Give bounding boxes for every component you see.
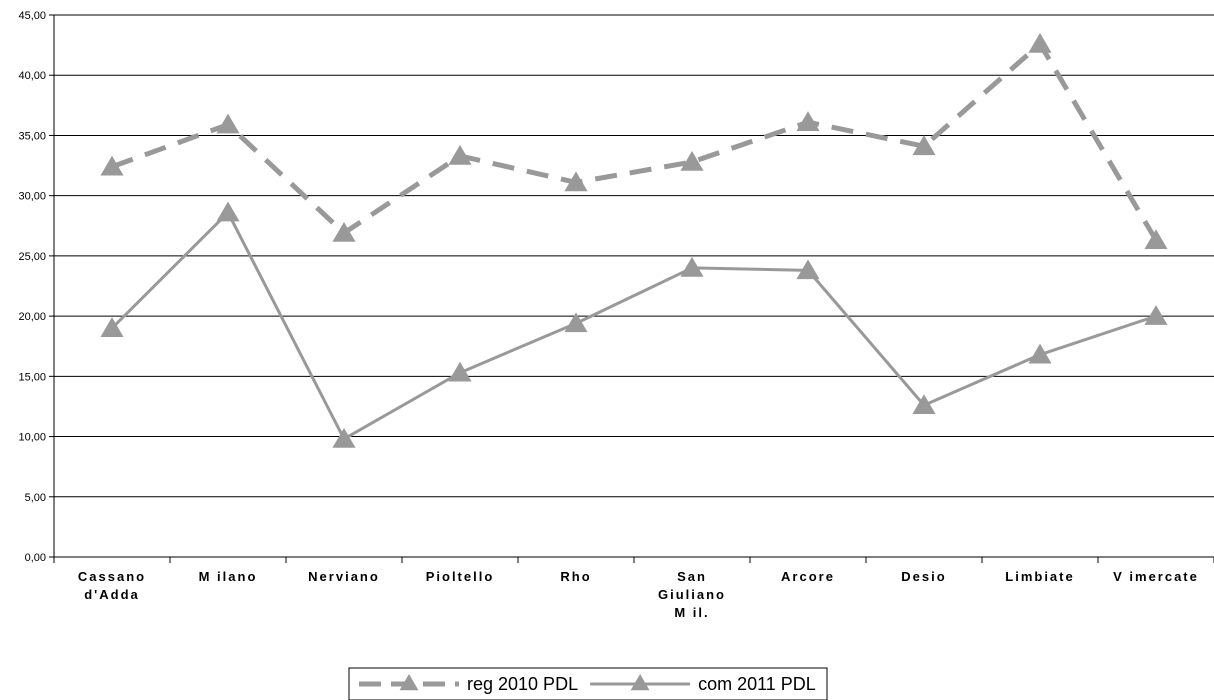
- data-point-marker: [1144, 229, 1168, 250]
- legend-swatch-marker: [630, 674, 650, 691]
- data-point-marker: [564, 171, 588, 192]
- x-tick-label: Pioltello: [426, 569, 495, 584]
- legend-swatch-marker: [399, 674, 419, 691]
- y-tick-label: 15,00: [18, 371, 46, 383]
- y-tick-labels: 0,00 5,00 10,00 15,00 20,00 25,00 30,00 35,00 40…: [18, 10, 46, 564]
- series-line-0: [111, 41, 1159, 242]
- data-point-marker: [448, 361, 472, 382]
- data-point-marker: [1028, 343, 1052, 364]
- data-point-marker: [680, 256, 704, 277]
- y-tick-label: 5,00: [25, 492, 46, 504]
- x-tick-label: San Giuliano M il.: [658, 569, 726, 620]
- y-tick-label: 10,00: [18, 432, 46, 444]
- x-tick-label: Cassano d'Adda: [78, 569, 146, 602]
- gridlines: [54, 14, 1214, 498]
- series-line-1: [110, 211, 1157, 441]
- x-tick-label: Desio: [901, 569, 946, 584]
- y-tick-label: 30,00: [18, 191, 46, 203]
- legend: reg 2010 PDL com 2011 PDL: [348, 667, 828, 700]
- y-tick-label: 40,00: [18, 70, 46, 82]
- data-point-marker: [1144, 305, 1168, 325]
- y-tick-label: 0,00: [25, 552, 46, 564]
- y-tick-label: 45,00: [18, 10, 46, 22]
- data-point-marker: [332, 222, 356, 242]
- data-point-marker: [1028, 32, 1052, 53]
- data-point-marker: [216, 113, 240, 134]
- x-tick-label: Limbiate: [1005, 569, 1074, 584]
- series-layer: [100, 32, 1168, 448]
- x-tick-label: Nerviano: [308, 569, 380, 584]
- y-tick-label: 25,00: [18, 251, 46, 263]
- axes: [49, 14, 1214, 563]
- data-point-marker: [100, 317, 124, 337]
- data-point-marker: [448, 144, 472, 165]
- data-point-marker: [100, 155, 124, 176]
- x-tick-label: Rho: [560, 569, 591, 584]
- legend-label: com 2011 PDL: [698, 674, 816, 694]
- data-point-marker: [332, 427, 356, 448]
- data-point-marker: [216, 201, 240, 222]
- data-point-marker: [912, 394, 936, 415]
- x-tick-label: Arcore: [781, 569, 835, 584]
- x-tick-labels: Cassano d'Adda M ilano Nerviano Pioltello Rho…: [78, 569, 1199, 620]
- data-point-marker: [912, 135, 936, 156]
- data-point-marker: [680, 150, 704, 171]
- x-tick-label: V imercate: [1113, 569, 1199, 584]
- legend-label: reg 2010 PDL: [467, 674, 578, 694]
- x-tick-label: M ilano: [199, 569, 258, 584]
- data-point-marker: [796, 111, 820, 131]
- data-point-marker: [796, 259, 820, 280]
- data-point-marker: [564, 312, 588, 333]
- y-tick-label: 20,00: [18, 311, 46, 323]
- y-tick-label: 35,00: [18, 130, 46, 142]
